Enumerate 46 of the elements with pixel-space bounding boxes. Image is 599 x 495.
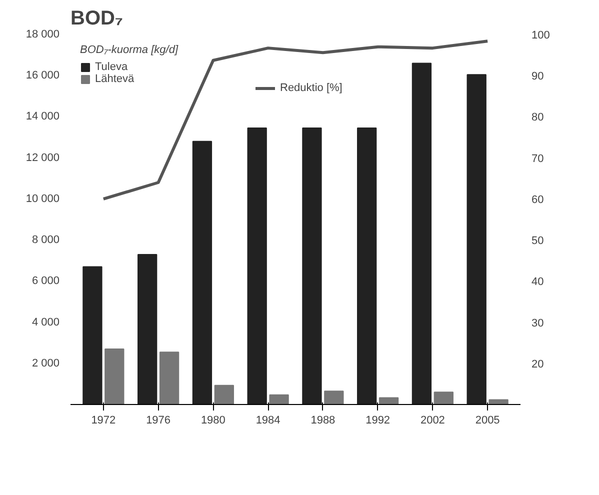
bar [138, 254, 158, 404]
bar [214, 384, 234, 404]
y2-tick-label: 70 [532, 152, 544, 165]
y2-tick-label: 100 [532, 30, 550, 42]
y-tick-label: 16 000 [26, 70, 60, 82]
y-tick-label: 14 000 [26, 110, 60, 123]
bar [412, 62, 432, 404]
x-tick-label: 1988 [310, 414, 336, 426]
x-tick-label: 1972 [91, 414, 116, 426]
bar [324, 390, 344, 404]
x-tick-label: 2002 [420, 414, 445, 426]
chart-title: BOD₇ [70, 8, 123, 30]
legend-label: Reduktio [%] [280, 82, 342, 94]
bar [192, 140, 212, 404]
y2-tick-label: 30 [532, 317, 544, 330]
y-tick-label: 12 000 [26, 152, 60, 164]
y2-tick-label: 90 [532, 70, 544, 83]
x-tick-label: 1984 [256, 414, 280, 426]
y-tick-label: 8 000 [32, 234, 60, 246]
y2-tick-label: 50 [532, 235, 544, 248]
y2-tick-label: 40 [532, 276, 544, 288]
x-tick-label: 1992 [366, 414, 390, 426]
bar [82, 266, 102, 404]
y-tick-label: 4 000 [32, 316, 60, 328]
legend-title: BOD₇-kuorma [kg/d] [80, 44, 178, 56]
y-tick-label: 18 000 [26, 28, 60, 40]
bar [269, 394, 289, 404]
x-tick-label: 1980 [200, 414, 226, 426]
bar [466, 74, 486, 404]
y-tick-label: 2 000 [32, 357, 60, 370]
bar [357, 128, 377, 404]
y2-tick-label: 20 [532, 358, 544, 370]
bar [302, 128, 322, 404]
bar [104, 348, 124, 404]
y-tick-label: 10 000 [26, 192, 60, 205]
y-tick-label: 6 000 [32, 275, 60, 288]
bar [247, 128, 267, 404]
x-tick-label: 1976 [146, 414, 171, 426]
legend-label: Lähtevä [95, 73, 134, 85]
y2-tick-label: 60 [532, 194, 544, 206]
legend-label: Tuleva [95, 61, 128, 73]
bar [434, 392, 454, 404]
y2-tick-label: 80 [532, 112, 544, 124]
bar [378, 397, 399, 404]
x-tick-label: 2005 [475, 414, 500, 426]
bar [159, 352, 180, 404]
